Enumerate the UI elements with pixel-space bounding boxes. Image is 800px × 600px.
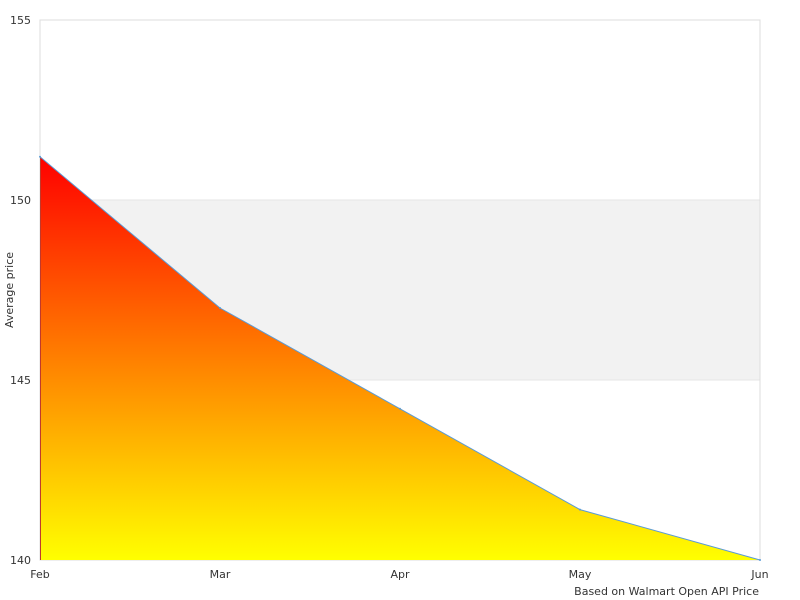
data-point-may [579,508,581,511]
source-note: Based on Walmart Open API Price [574,585,759,598]
y-tick-label: 140 [10,554,31,567]
y-axis-label: Average price [3,252,16,328]
y-tick-label: 150 [10,194,31,207]
area-fill [40,156,760,561]
data-point-apr [399,407,401,410]
x-tick-label-feb: Feb [30,568,49,581]
data-point-jun [759,559,761,561]
data-point-feb [39,155,41,158]
x-tick-label-mar: Mar [210,568,231,581]
data-point-mar [219,307,221,309]
x-tick-label-jun: Jun [750,568,768,581]
x-tick-label-may: May [569,568,592,581]
x-tick-label-apr: Apr [390,568,410,581]
y-tick-label: 145 [10,374,31,387]
y-tick-label: 155 [10,14,31,27]
